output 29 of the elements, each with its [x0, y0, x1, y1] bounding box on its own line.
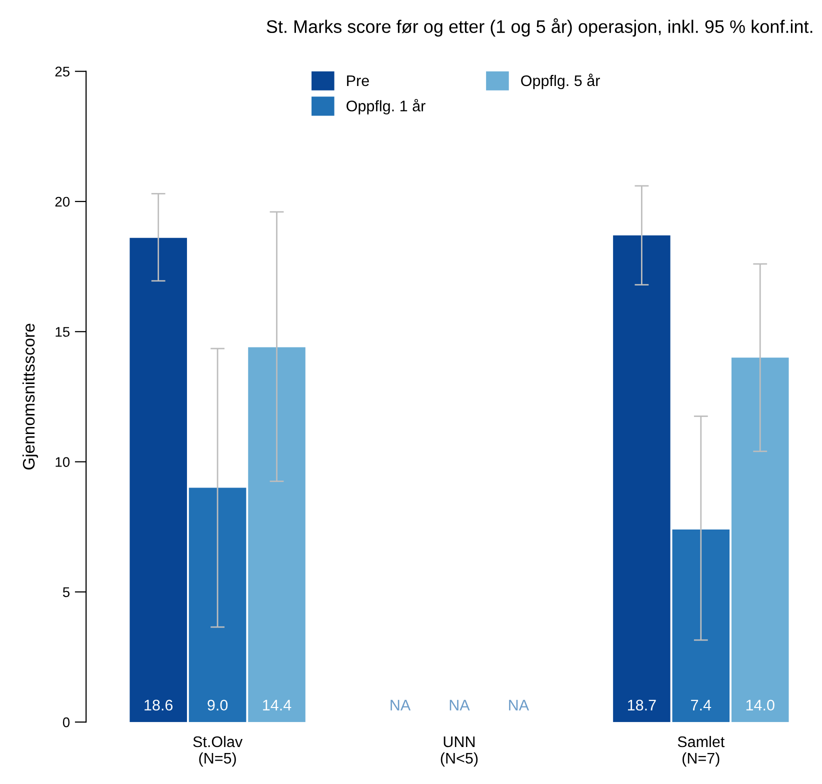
data-label: 14.0: [746, 700, 774, 711]
bar: [672, 529, 730, 722]
x-tick-label: Samlet (N=7): [678, 736, 725, 767]
text: NA: [509, 700, 530, 710]
legend-label: Oppflg. 1 år: [346, 98, 426, 114]
legend-label: Oppflg. 5 år: [521, 74, 600, 90]
y-tick-label: 0: [62, 717, 70, 728]
bar: [731, 358, 789, 722]
y-tick-label: 20: [55, 196, 70, 207]
bar: [613, 235, 670, 722]
text: NA: [390, 700, 411, 710]
x-tick-label: UNN (N<5): [440, 736, 478, 767]
data-label: 18.7: [628, 700, 656, 711]
y-tick-label: 10: [56, 457, 70, 467]
x-tick-label: St.Olav (N=5): [193, 736, 243, 767]
chart-title: St. Marks score før og etter (1 og 5 år) operasjon, inkl. 95 % konf.int.: [266, 18, 812, 37]
data-label: 18.6: [144, 700, 173, 711]
bar: [248, 347, 306, 722]
y-axis-title: Gjennomsnittsscore: [22, 324, 38, 470]
bar: [130, 238, 187, 722]
legend-label: Pre: [347, 75, 369, 86]
text: NA: [450, 700, 470, 710]
y-tick-label: 15: [56, 327, 70, 337]
y-tick-label: 25: [55, 66, 70, 77]
data-label: 14.4: [263, 700, 292, 710]
bar: [188, 488, 246, 722]
data-label: 7.4: [691, 700, 712, 710]
data-label: 9.0: [208, 700, 228, 711]
y-tick-label: 5: [62, 587, 70, 598]
